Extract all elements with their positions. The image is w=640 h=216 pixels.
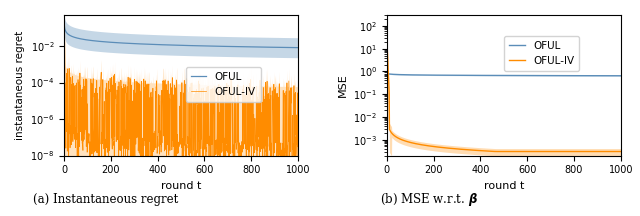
- Line: OFUL-IV: OFUL-IV: [64, 25, 298, 174]
- OFUL-IV: [570, 150, 578, 153]
- OFUL: [617, 75, 625, 77]
- OFUL-IV: [73, 172, 81, 175]
- OFUL-IV: [243, 144, 250, 146]
- OFUL: [163, 44, 171, 46]
- OFUL-IV: [544, 150, 552, 153]
- X-axis label: round t: round t: [161, 181, 201, 191]
- OFUL: [155, 43, 163, 46]
- Line: OFUL-IV: OFUL-IV: [387, 45, 621, 151]
- OFUL: [60, 23, 68, 26]
- OFUL: [221, 45, 228, 48]
- OFUL: [383, 72, 391, 74]
- OFUL-IV: [164, 89, 172, 92]
- OFUL-IV: [60, 23, 68, 26]
- OFUL-IV: [566, 150, 573, 153]
- OFUL-IV: [617, 150, 625, 153]
- Legend: OFUL, OFUL-IV: OFUL, OFUL-IV: [504, 36, 579, 71]
- OFUL: [486, 74, 494, 77]
- Line: OFUL: OFUL: [387, 73, 621, 76]
- Text: (b) MSE w.r.t. $\boldsymbol{\beta}$: (b) MSE w.r.t. $\boldsymbol{\beta}$: [380, 191, 477, 208]
- OFUL: [566, 74, 573, 77]
- OFUL: [407, 74, 415, 76]
- OFUL: [570, 74, 577, 77]
- OFUL-IV: [294, 123, 302, 126]
- OFUL: [294, 46, 302, 49]
- Text: (a) Instantaneous regret: (a) Instantaneous regret: [33, 193, 178, 206]
- OFUL-IV: [383, 43, 391, 46]
- OFUL: [84, 39, 92, 41]
- OFUL: [243, 46, 250, 48]
- OFUL-IV: [247, 137, 255, 139]
- OFUL-IV: [477, 149, 486, 152]
- OFUL-IV: [221, 154, 228, 157]
- OFUL: [247, 46, 255, 48]
- OFUL-IV: [407, 141, 415, 144]
- Line: OFUL: OFUL: [64, 25, 298, 48]
- OFUL-IV: [84, 141, 92, 144]
- Y-axis label: instantaneous regret: instantaneous regret: [15, 31, 24, 140]
- OFUL-IV: [155, 104, 163, 107]
- Legend: OFUL, OFUL-IV: OFUL, OFUL-IV: [186, 67, 261, 102]
- Y-axis label: MSE: MSE: [337, 73, 348, 97]
- OFUL: [544, 74, 552, 77]
- OFUL-IV: [492, 150, 499, 153]
- OFUL: [477, 74, 486, 77]
- X-axis label: round t: round t: [484, 181, 524, 191]
- OFUL-IV: [486, 150, 494, 152]
